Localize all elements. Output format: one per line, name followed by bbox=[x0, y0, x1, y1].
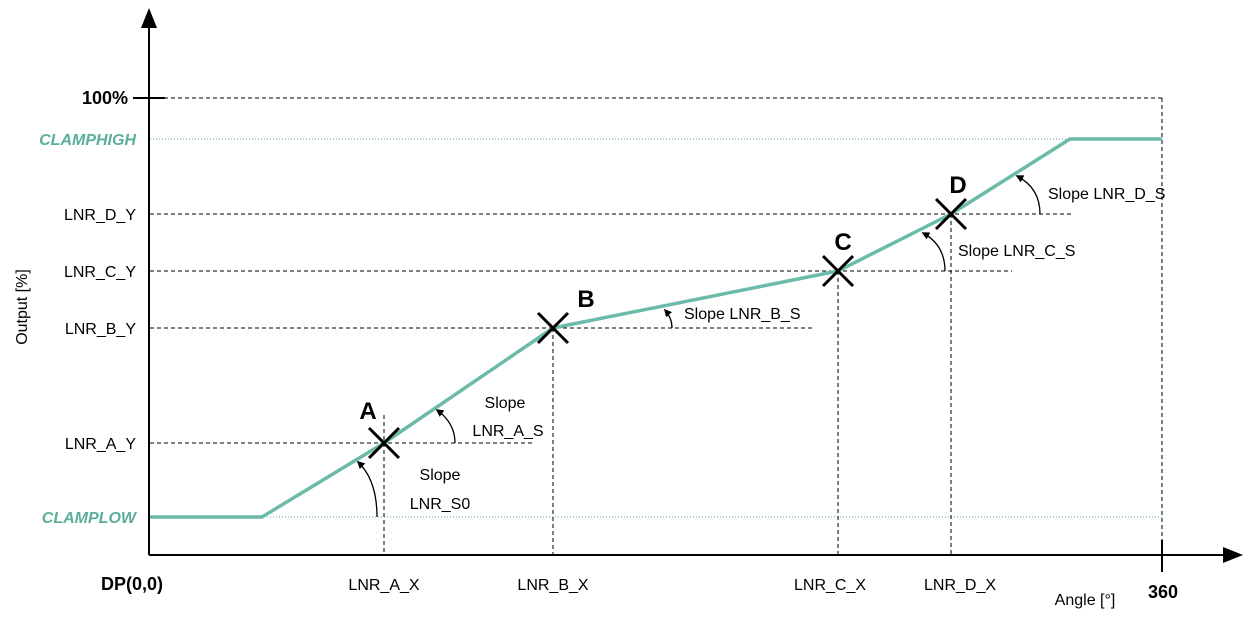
slope-d-label: Slope LNR_D_S bbox=[1048, 186, 1165, 203]
point-b-marker bbox=[536, 311, 570, 345]
slope-c-label: Slope LNR_C_S bbox=[958, 243, 1075, 260]
x-axis-arrow-icon bbox=[1223, 547, 1243, 563]
slope-a-arc-icon bbox=[435, 409, 456, 444]
point-d-label: D bbox=[949, 172, 966, 199]
slope-a-label-2: LNR_A_S bbox=[472, 423, 543, 440]
y-label-b: LNR_B_Y bbox=[65, 321, 136, 338]
origin-label: DP(0,0) bbox=[101, 574, 163, 594]
clamplow-label: CLAMPLOW bbox=[42, 510, 138, 527]
point-c-marker bbox=[821, 254, 855, 288]
slope-s0-label-2: LNR_S0 bbox=[410, 496, 471, 513]
slope-s0-arc-icon bbox=[356, 460, 378, 518]
y-axis-title: Output [%] bbox=[14, 269, 31, 345]
slope-b-label: Slope LNR_B_S bbox=[684, 306, 801, 323]
slope-c-arc-icon bbox=[921, 232, 946, 272]
clamphigh-label: CLAMPHIGH bbox=[39, 132, 136, 149]
slope-a-label-1: Slope bbox=[485, 395, 526, 412]
point-c-label: C bbox=[834, 229, 851, 256]
y-label-c: LNR_C_Y bbox=[64, 264, 136, 281]
x-end-label: 360 bbox=[1148, 582, 1178, 602]
slope-s0-label-1: Slope bbox=[420, 467, 461, 484]
slope-d-arc-icon bbox=[1015, 175, 1041, 215]
point-d-marker bbox=[934, 197, 968, 231]
y-label-d: LNR_D_Y bbox=[64, 207, 136, 224]
point-a-marker bbox=[367, 426, 401, 460]
x-label-d: LNR_D_X bbox=[924, 577, 996, 594]
guide-lines bbox=[150, 97, 1163, 555]
x-label-a: LNR_A_X bbox=[348, 577, 419, 594]
x-label-b: LNR_B_X bbox=[517, 577, 588, 594]
x-axis-title: Angle [°] bbox=[1055, 592, 1116, 609]
point-b-label: B bbox=[577, 286, 594, 313]
linearization-curve bbox=[150, 137, 1162, 519]
point-a-label: A bbox=[359, 398, 376, 425]
x-label-c: LNR_C_X bbox=[794, 577, 866, 594]
y-label-a: LNR_A_Y bbox=[65, 436, 136, 453]
y-top-label: 100% bbox=[82, 88, 128, 108]
y-axis-arrow-icon bbox=[141, 8, 157, 28]
slope-b-arc-icon bbox=[663, 308, 673, 329]
